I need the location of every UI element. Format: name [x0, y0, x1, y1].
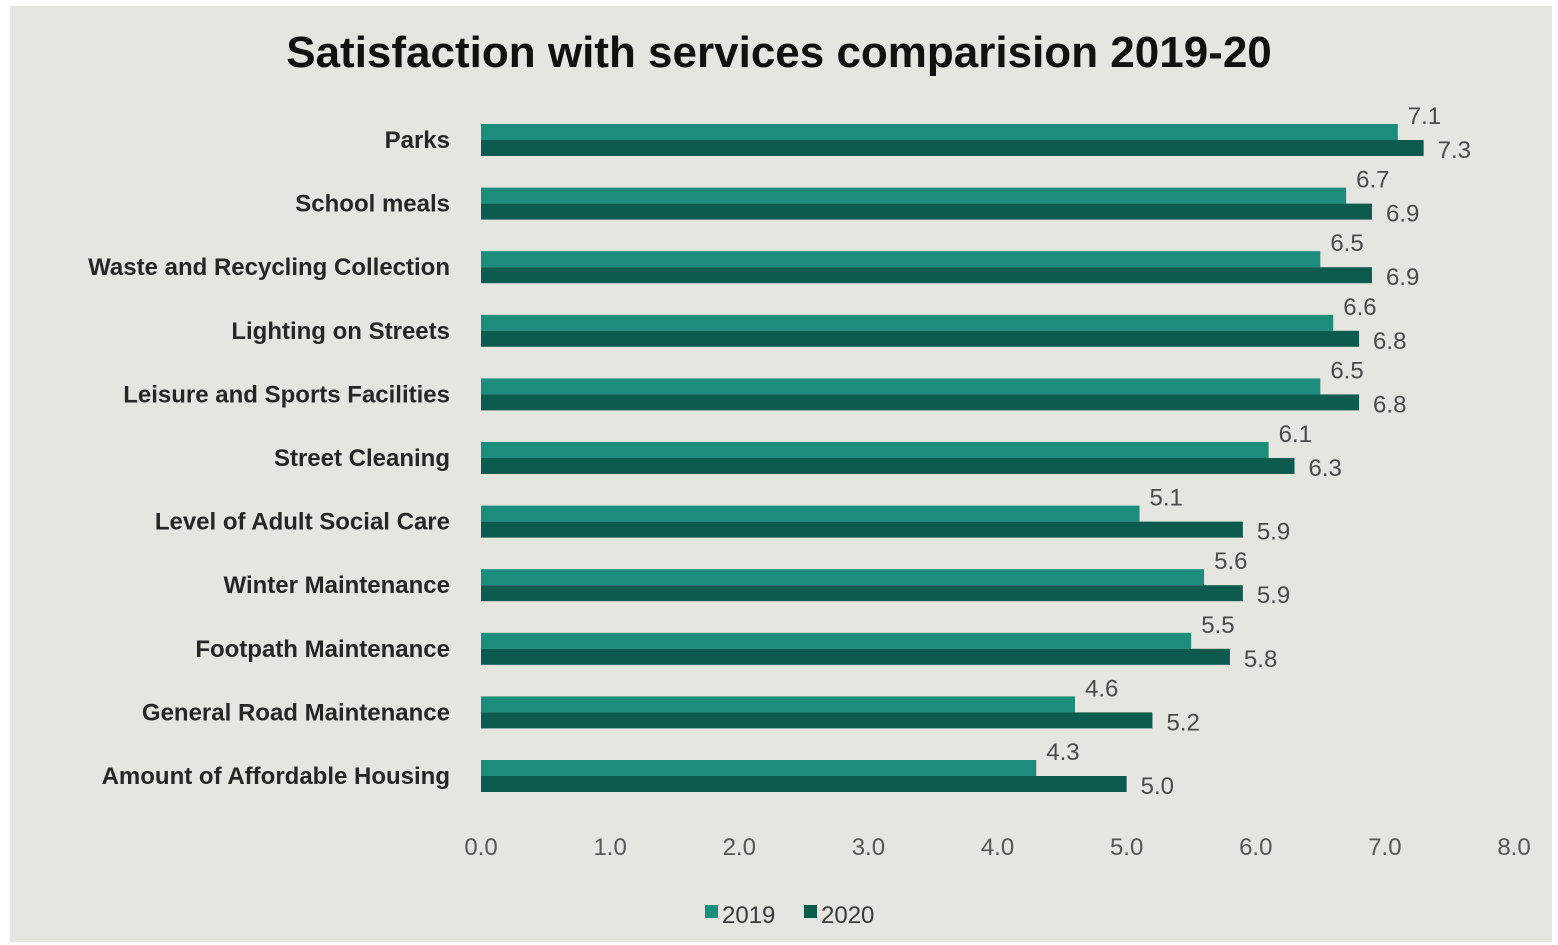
bar-2019-2: [481, 251, 1321, 268]
data-label: 5.9: [1257, 582, 1290, 609]
bar-2019-10: [481, 760, 1037, 776]
data-label: 5.0: [1141, 773, 1174, 800]
data-label: 6.1: [1279, 421, 1312, 448]
data-label: 5.1: [1150, 485, 1183, 512]
data-label: 4.6: [1085, 675, 1118, 702]
category-label: Winter Maintenance: [224, 572, 451, 599]
bar-2020-5: [481, 458, 1295, 474]
chart-title: Satisfaction with services comparision 2…: [286, 28, 1272, 77]
bar-2020-6: [481, 521, 1243, 538]
legend-label-2020: 2020: [821, 902, 874, 929]
x-tick-label: 2.0: [723, 834, 756, 861]
category-label: Footpath Maintenance: [195, 636, 450, 663]
legend-swatch-2019: [705, 905, 718, 918]
data-label: 5.2: [1166, 709, 1199, 736]
data-label: 6.9: [1386, 264, 1419, 291]
x-tick-label: 7.0: [1368, 834, 1401, 861]
x-tick-label: 0.0: [464, 834, 497, 861]
legend-swatch-2020: [804, 905, 817, 918]
category-label: School meals: [295, 191, 450, 218]
data-label: 5.5: [1201, 612, 1234, 639]
data-label: 6.8: [1373, 328, 1406, 355]
category-label: Street Cleaning: [274, 445, 450, 472]
bar-2020-10: [481, 776, 1127, 792]
bar-2020-2: [481, 267, 1372, 284]
x-tick-label: 8.0: [1497, 834, 1530, 861]
bar-2019-1: [481, 187, 1347, 204]
legend-label-2019: 2019: [722, 902, 775, 929]
category-label: Leisure and Sports Facilities: [123, 381, 450, 408]
bar-2019-7: [481, 569, 1205, 586]
data-label: 4.3: [1046, 739, 1079, 766]
category-label: Level of Adult Social Care: [155, 509, 450, 536]
category-label: Amount of Affordable Housing: [102, 763, 450, 790]
data-label: 6.6: [1343, 294, 1376, 321]
x-tick-label: 5.0: [1110, 834, 1143, 861]
category-label: Parks: [385, 127, 450, 154]
data-label: 7.3: [1438, 137, 1471, 164]
category-label: General Road Maintenance: [142, 699, 450, 726]
x-tick-label: 3.0: [852, 834, 885, 861]
bar-2020-4: [481, 394, 1360, 411]
data-label: 5.9: [1257, 519, 1290, 546]
bar-2019-4: [481, 378, 1321, 395]
bar-2019-0: [481, 124, 1398, 140]
data-label: 6.8: [1373, 391, 1406, 418]
bar-2020-8: [481, 648, 1230, 665]
data-label: 5.8: [1244, 646, 1277, 673]
bar-2020-0: [481, 140, 1424, 156]
data-label: 6.9: [1386, 201, 1419, 228]
bar-2020-7: [481, 585, 1243, 602]
data-label: 6.5: [1330, 357, 1363, 384]
bar-2020-1: [481, 203, 1372, 220]
data-label: 7.1: [1408, 103, 1441, 130]
x-tick-label: 1.0: [593, 834, 626, 861]
data-label: 6.3: [1308, 455, 1341, 482]
category-label: Waste and Recycling Collection: [88, 254, 450, 281]
bar-2020-3: [481, 330, 1360, 347]
bar-2019-3: [481, 314, 1334, 331]
x-tick-label: 6.0: [1239, 834, 1272, 861]
data-label: 5.6: [1214, 548, 1247, 575]
bar-2019-5: [481, 442, 1269, 458]
bar-2020-9: [481, 712, 1153, 729]
category-label: Lighting on Streets: [231, 318, 450, 345]
data-label: 6.7: [1356, 167, 1389, 194]
bar-2019-8: [481, 632, 1192, 649]
x-tick-label: 4.0: [981, 834, 1014, 861]
bar-2019-6: [481, 505, 1140, 522]
data-label: 6.5: [1330, 230, 1363, 257]
bar-2019-9: [481, 696, 1075, 713]
